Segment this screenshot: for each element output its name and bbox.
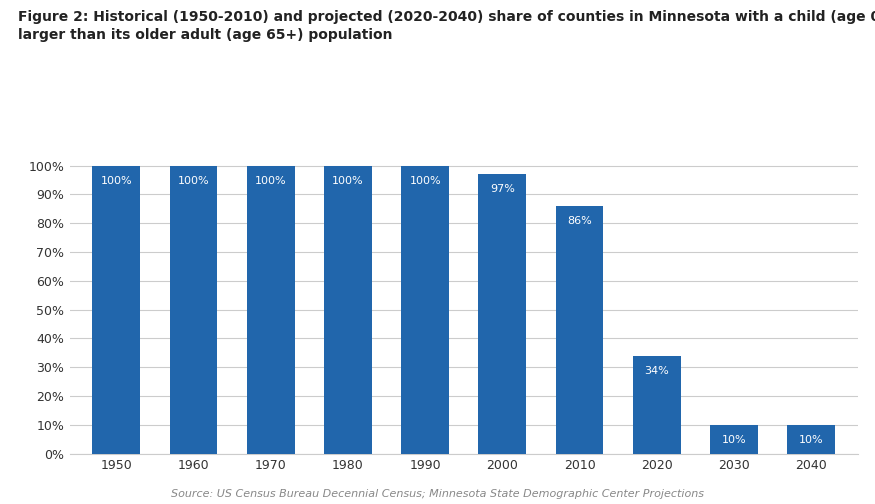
Bar <box>93 166 140 454</box>
Text: 100%: 100% <box>255 176 286 185</box>
Text: 10%: 10% <box>799 435 823 445</box>
Bar <box>324 166 372 454</box>
Bar <box>788 425 835 454</box>
Text: 10%: 10% <box>722 435 746 445</box>
Bar <box>247 166 295 454</box>
Text: 100%: 100% <box>332 176 364 185</box>
Text: Figure 2: Historical (1950-2010) and projected (2020-2040) share of counties in : Figure 2: Historical (1950-2010) and pro… <box>18 10 875 42</box>
Bar <box>402 166 449 454</box>
Text: 97%: 97% <box>490 184 514 195</box>
Text: Source: US Census Bureau Decennial Census; Minnesota State Demographic Center Pr: Source: US Census Bureau Decennial Censu… <box>171 489 704 499</box>
Bar <box>710 425 758 454</box>
Text: 86%: 86% <box>567 216 592 226</box>
Bar <box>170 166 218 454</box>
Bar <box>556 206 604 454</box>
Text: 100%: 100% <box>178 176 209 185</box>
Bar <box>633 356 681 454</box>
Bar <box>479 174 526 454</box>
Text: 100%: 100% <box>410 176 441 185</box>
Text: 34%: 34% <box>644 366 669 376</box>
Text: 100%: 100% <box>101 176 132 185</box>
